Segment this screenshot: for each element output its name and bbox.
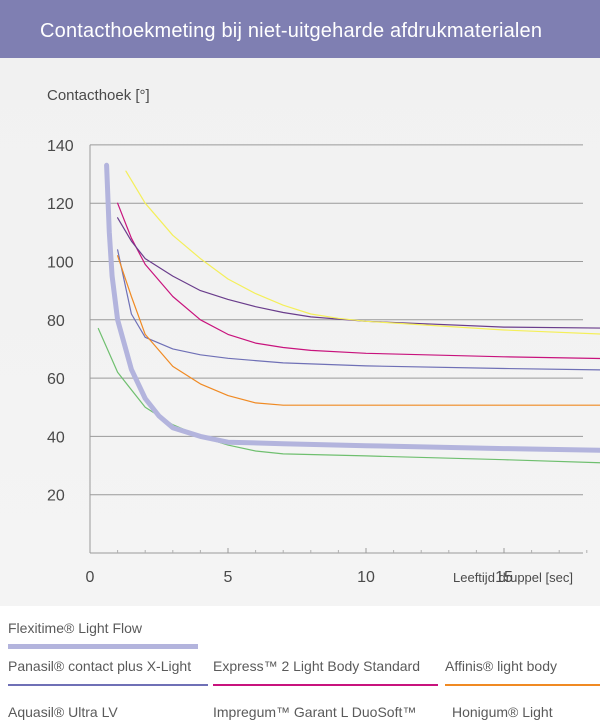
legend-swatch: [8, 684, 208, 686]
chart-legend: Flexitime® Light Flow Panasil® contact p…: [0, 606, 600, 726]
x-tick-label: 0: [86, 569, 95, 586]
legend-item-affinis: Affinis® light body: [445, 658, 600, 686]
legend-swatch: [8, 644, 198, 649]
legend-item-panasil: Panasil® contact plus X-Light: [8, 658, 208, 686]
legend-item-impregum: Impregum™ Garant L DuoSoft™: [213, 704, 438, 720]
x-axis-label: Leeftijd druppel [sec]: [453, 570, 573, 585]
chart-header: Contacthoekmeting bij niet-uitgeharde af…: [0, 0, 600, 58]
series-line-panasil-contact-plus-x-light: [117, 249, 600, 371]
x-tick-label: 5: [224, 569, 233, 586]
legend-label: Affinis® light body: [445, 658, 558, 674]
y-axis-label: Contacthoek [°]: [47, 87, 150, 104]
legend-label: Impregum™ Garant L DuoSoft™: [213, 704, 417, 720]
legend-label: Express™ 2 Light Body Standard: [213, 658, 421, 674]
legend-swatch: [445, 684, 600, 686]
y-tick-label: 40: [47, 429, 65, 446]
y-tick-label: 140: [47, 138, 74, 155]
legend-label: Aquasil® Ultra LV: [8, 704, 118, 720]
legend-item-honigum: Honigum® Light: [452, 704, 600, 720]
chart-panel: Contacthoek [°]2040608010012014005101520…: [0, 58, 600, 606]
series-line-honigum-light: [125, 170, 600, 335]
line-chart: Contacthoek [°]2040608010012014005101520…: [47, 87, 600, 586]
y-tick-label: 20: [47, 488, 65, 505]
legend-item-express: Express™ 2 Light Body Standard: [213, 658, 438, 686]
legend-item-flexitime: Flexitime® Light Flow: [8, 620, 198, 649]
x-tick-label: 10: [357, 569, 375, 586]
y-tick-label: 60: [47, 371, 65, 388]
series-line-express-2-light-body-standard: [117, 202, 600, 360]
legend-label: Panasil® contact plus X-Light: [8, 658, 192, 674]
series-line-aquasil-ultra-lv: [97, 327, 600, 464]
legend-label: Honigum® Light: [452, 704, 553, 720]
y-tick-label: 80: [47, 313, 65, 330]
chart-title: Contacthoekmeting bij niet-uitgeharde af…: [40, 20, 543, 42]
series-line-impregum-garant-l-duosoft-: [117, 217, 600, 329]
legend-label: Flexitime® Light Flow: [8, 620, 143, 636]
series-line-flexitime-light-flow: [104, 162, 600, 453]
series-line-affinis-light-body: [117, 255, 600, 406]
legend-item-aquasil: Aquasil® Ultra LV: [8, 704, 203, 720]
legend-swatch: [213, 684, 438, 686]
y-tick-label: 120: [47, 196, 74, 213]
y-tick-label: 100: [47, 255, 74, 272]
x-tick-label: 15: [495, 569, 513, 586]
